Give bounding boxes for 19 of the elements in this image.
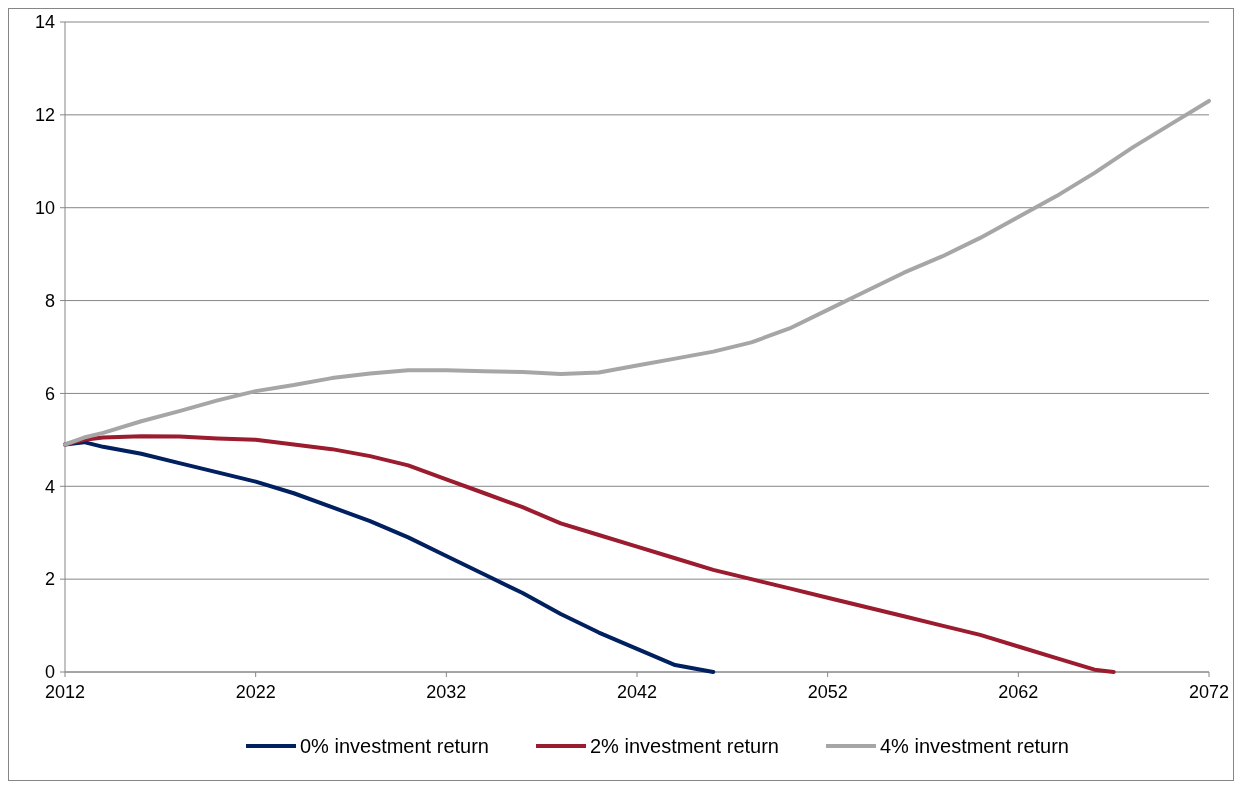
- legend-label: 2% investment return: [590, 735, 779, 757]
- y-tick-label: 14: [34, 12, 55, 33]
- x-tick-label: 2032: [426, 682, 467, 702]
- y-tick-label: 8: [44, 290, 55, 311]
- y-tick-label: 4: [44, 476, 55, 497]
- line-series: [63, 98, 1211, 447]
- x-tick-label: 2042: [616, 682, 658, 702]
- y-tick-label: 10: [34, 198, 55, 219]
- y-tick-label: 2: [44, 569, 55, 590]
- y-tick-label: 12: [34, 105, 55, 126]
- y-tick-label: 0: [44, 662, 55, 683]
- legend-label: 4% investment return: [880, 735, 1069, 757]
- x-tick-label: 2072: [1188, 682, 1230, 702]
- legend-label: 0% investment return: [300, 735, 489, 757]
- x-tick-label: 2022: [235, 682, 276, 702]
- x-tick-label: 2052: [807, 682, 848, 702]
- x-tick-label: 2012: [44, 682, 86, 702]
- y-tick-label: 6: [44, 383, 55, 404]
- x-tick-label: 2062: [998, 682, 1039, 702]
